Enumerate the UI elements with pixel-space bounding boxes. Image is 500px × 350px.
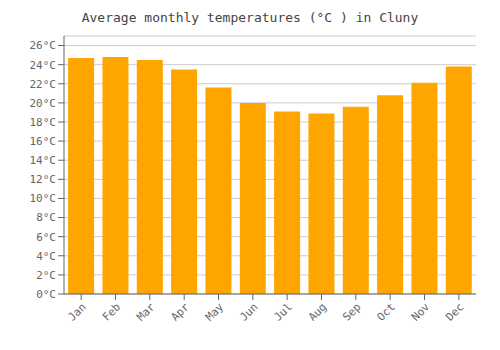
svg-text:Feb: Feb <box>100 300 123 323</box>
svg-text:May: May <box>203 300 227 324</box>
svg-text:2°C: 2°C <box>36 269 56 282</box>
svg-text:18°C: 18°C <box>30 116 57 129</box>
svg-text:8°C: 8°C <box>36 211 56 224</box>
svg-text:10°C: 10°C <box>30 192 57 205</box>
svg-text:Jan: Jan <box>66 300 89 323</box>
svg-text:24°C: 24°C <box>30 59 57 72</box>
svg-text:Apr: Apr <box>169 300 193 324</box>
svg-text:22°C: 22°C <box>30 78 57 91</box>
svg-text:6°C: 6°C <box>36 231 56 244</box>
svg-text:Sep: Sep <box>340 300 363 323</box>
svg-text:0°C: 0°C <box>36 288 56 301</box>
svg-text:Aug: Aug <box>306 300 329 323</box>
svg-text:4°C: 4°C <box>36 250 56 263</box>
svg-text:16°C: 16°C <box>30 135 57 148</box>
html-text:Average monthly temperatures (: Average monthly temperatures (°C ) in Cl… <box>81 10 419 25</box>
svg-text:20°C: 20°C <box>30 97 57 110</box>
svg-text:Jul: Jul <box>272 300 295 323</box>
svg-text:Nov: Nov <box>409 300 433 324</box>
svg-text:Oct: Oct <box>375 300 398 323</box>
svg-text:Jun: Jun <box>237 300 260 323</box>
svg-text:26°C: 26°C <box>30 39 57 52</box>
svg-text:Mar: Mar <box>134 300 158 324</box>
svg-text:14°C: 14°C <box>30 154 57 167</box>
svg-text:12°C: 12°C <box>30 173 57 186</box>
svg-text:Dec: Dec <box>443 300 466 323</box>
